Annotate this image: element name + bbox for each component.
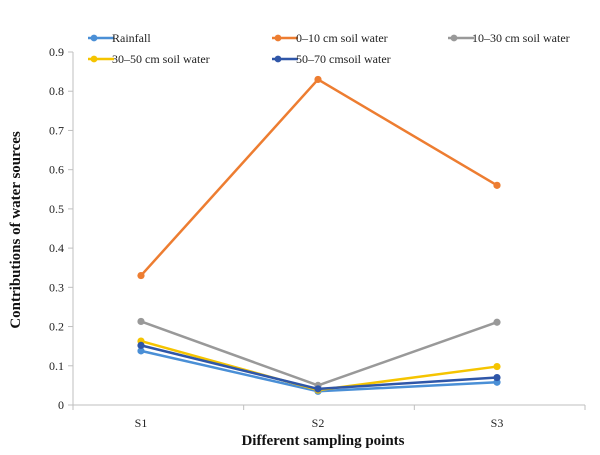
legend-label: 0–10 cm soil water bbox=[296, 31, 388, 45]
y-tick-label: 0 bbox=[58, 398, 64, 412]
axes: 0 0.1 0.2 0.3 0.4 0.5 0.6 0.7 0.8 0.9 S1 S2 S3 bbox=[49, 45, 586, 430]
data-point bbox=[137, 341, 145, 349]
series-line bbox=[140, 78, 498, 277]
y-tick-label: 0.3 bbox=[49, 280, 64, 294]
y-tick-label: 0.4 bbox=[49, 241, 64, 255]
y-tick-label: 0.2 bbox=[49, 320, 64, 334]
series-2 bbox=[137, 75, 501, 280]
legend-label: 50–70 cmsoil water bbox=[296, 52, 391, 66]
y-tick-label: 0.5 bbox=[49, 202, 64, 216]
data-point bbox=[314, 75, 322, 84]
y-tick-label: 0.1 bbox=[49, 359, 64, 373]
x-tick-label: S1 bbox=[135, 416, 148, 430]
legend-item: 50–70 cmsoil water bbox=[272, 52, 391, 66]
legend-label: 30–50 cm soil water bbox=[112, 52, 210, 66]
x-tick-label: S2 bbox=[312, 416, 325, 430]
data-point bbox=[314, 385, 322, 393]
data-point bbox=[137, 317, 145, 326]
series-line bbox=[140, 320, 498, 387]
legend-swatch-marker bbox=[90, 55, 98, 63]
legend-label: 10–30 cm soil water bbox=[472, 31, 570, 45]
x-axis-title: Different sampling points bbox=[241, 433, 404, 449]
data-point bbox=[493, 362, 501, 371]
series-group bbox=[137, 75, 501, 395]
y-tick-label: 0.7 bbox=[49, 123, 64, 137]
data-point bbox=[137, 347, 145, 355]
legend-item: 30–50 cm soil water bbox=[88, 52, 210, 66]
legend: Rainfall 0–10 cm soil water 10–30 cm soil … bbox=[88, 31, 570, 66]
legend-item: Rainfall bbox=[88, 31, 151, 45]
legend-swatch-marker bbox=[274, 34, 282, 42]
legend-swatch-marker bbox=[274, 55, 282, 63]
legend-item: 0–10 cm soil water bbox=[272, 31, 388, 45]
data-point bbox=[137, 271, 145, 280]
legend-swatch-marker bbox=[450, 34, 458, 42]
data-point bbox=[493, 318, 501, 326]
x-tick-label: S3 bbox=[491, 416, 504, 430]
y-tick-label: 0.6 bbox=[49, 163, 64, 177]
series-5 bbox=[137, 341, 501, 393]
legend-label: Rainfall bbox=[112, 31, 151, 45]
data-point bbox=[493, 373, 501, 382]
legend-swatch-marker bbox=[90, 34, 98, 42]
y-tick-label: 0.9 bbox=[49, 45, 64, 59]
data-point bbox=[493, 181, 501, 189]
legend-item: 10–30 cm soil water bbox=[448, 31, 570, 45]
y-tick-label: 0.8 bbox=[49, 84, 64, 98]
series-3 bbox=[137, 317, 501, 389]
y-axis-title: Contributions of water sources bbox=[8, 131, 24, 329]
